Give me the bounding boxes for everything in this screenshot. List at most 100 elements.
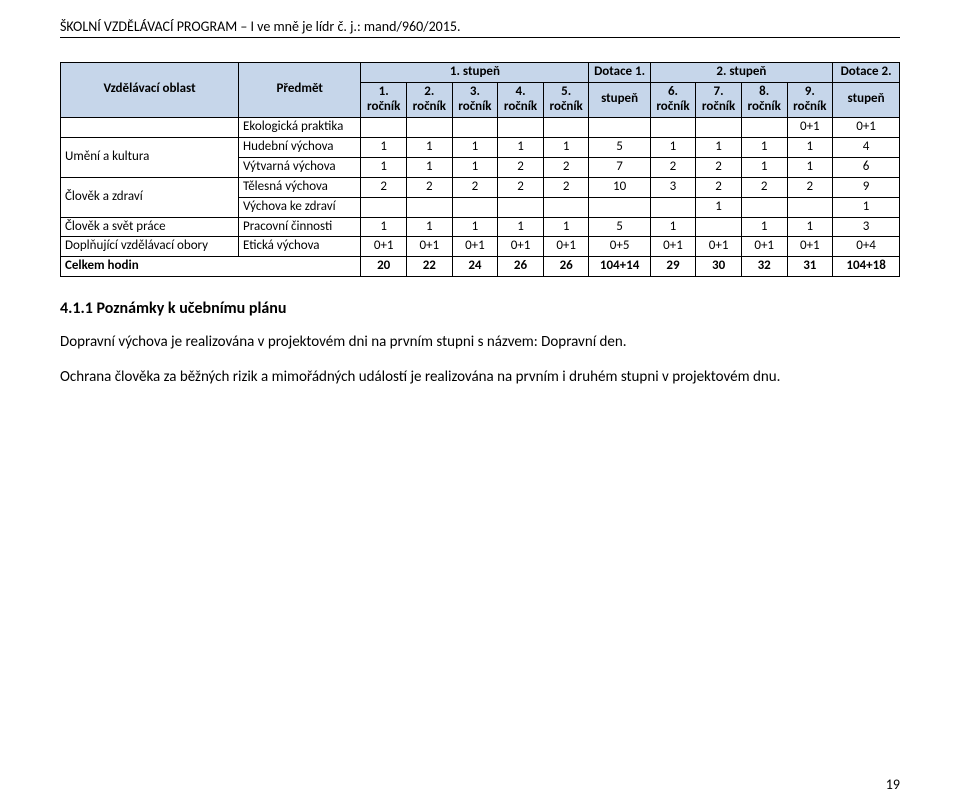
- cell-value: 1: [452, 157, 498, 177]
- cell-value: 5: [589, 217, 650, 237]
- th-r3: 3.ročník: [452, 82, 498, 117]
- cell-value: 2: [498, 177, 544, 197]
- cell-value: 0+1: [787, 117, 833, 137]
- cell-oblast: Doplňující vzdělávací obory: [61, 237, 239, 257]
- cell-value: 1: [543, 137, 589, 157]
- table-row: Člověk a zdraví Tělesná výchova 2 2 2 2 …: [61, 177, 900, 197]
- cell-value: 0+1: [407, 237, 453, 257]
- table-row: Doplňující vzdělávací obory Etická výcho…: [61, 237, 900, 257]
- cell-value: 1: [452, 217, 498, 237]
- cell-value: 1: [787, 217, 833, 237]
- cell-value: 26: [498, 257, 544, 277]
- th-r9: 9.ročník: [787, 82, 833, 117]
- cell-value: 0+1: [696, 237, 742, 257]
- th-r2: 2.ročník: [407, 82, 453, 117]
- th-r6: 6.ročník: [650, 82, 696, 117]
- cell-value: 22: [407, 257, 453, 277]
- cell-value: 1: [650, 137, 696, 157]
- cell-value: 0+1: [452, 237, 498, 257]
- cell-oblast: Umění a kultura: [61, 137, 239, 177]
- cell-value: 30: [696, 257, 742, 277]
- th-dot2b: stupeň: [833, 82, 900, 117]
- th-predmet: Předmět: [239, 63, 361, 118]
- cell-value: 1: [452, 137, 498, 157]
- cell-value: 1: [498, 137, 544, 157]
- cell-predmet: Hudební výchova: [239, 137, 361, 157]
- cell-predmet: Výchova ke zdraví: [239, 197, 361, 217]
- cell-value: 1: [361, 217, 407, 237]
- table-row: Člověk a svět práce Pracovní činnosti 1 …: [61, 217, 900, 237]
- cell-value: 1: [741, 217, 787, 237]
- cell-predmet: Tělesná výchova: [239, 177, 361, 197]
- cell-value: 1: [407, 217, 453, 237]
- cell-value: 2: [696, 157, 742, 177]
- cell-oblast: Člověk a svět práce: [61, 217, 239, 237]
- cell-oblast: Člověk a zdraví: [61, 177, 239, 217]
- cell-value: 1: [407, 157, 453, 177]
- th-dot1b: stupeň: [589, 82, 650, 117]
- th-oblast: Vzdělávací oblast: [61, 63, 239, 118]
- cell-value: 1: [543, 217, 589, 237]
- cell-value: 0+1: [833, 117, 900, 137]
- cell-value: 0+1: [787, 237, 833, 257]
- cell-value: 1: [787, 137, 833, 157]
- th-r1: 1.ročník: [361, 82, 407, 117]
- table-row: Ekologická praktika 0+1 0+1: [61, 117, 900, 137]
- cell-value: 2: [696, 177, 742, 197]
- cell-value: 1: [741, 137, 787, 157]
- cell-value: 7: [589, 157, 650, 177]
- cell-value: 0+5: [589, 237, 650, 257]
- cell-value: 1: [498, 217, 544, 237]
- cell-value: 2: [650, 157, 696, 177]
- cell-value: 1: [741, 157, 787, 177]
- cell-value: 9: [833, 177, 900, 197]
- cell-value: 104+14: [589, 257, 650, 277]
- cell-value: 1: [361, 137, 407, 157]
- paragraph: Ochrana člověka za běžných rizik a mimoř…: [60, 367, 900, 387]
- cell-value: 2: [543, 157, 589, 177]
- th-stupen1: 1. stupeň: [361, 63, 589, 83]
- cell-predmet: Etická výchova: [239, 237, 361, 257]
- cell-value: 2: [407, 177, 453, 197]
- cell-value: 2: [452, 177, 498, 197]
- table-row: Umění a kultura Hudební výchova 1 1 1 1 …: [61, 137, 900, 157]
- cell-value: 2: [543, 177, 589, 197]
- cell-value: 24: [452, 257, 498, 277]
- cell-value: 32: [741, 257, 787, 277]
- cell-value: 0+1: [498, 237, 544, 257]
- cell-predmet: Ekologická praktika: [239, 117, 361, 137]
- cell-value: 3: [833, 217, 900, 237]
- cell-value: 0+4: [833, 237, 900, 257]
- cell-value: 0+1: [741, 237, 787, 257]
- table-row-total: Celkem hodin 20 22 24 26 26 104+14 29 30…: [61, 257, 900, 277]
- cell-value: 1: [650, 217, 696, 237]
- cell-value: 29: [650, 257, 696, 277]
- th-dot2a: Dotace 2.: [833, 63, 900, 83]
- cell-value: 1: [361, 157, 407, 177]
- cell-value: 10: [589, 177, 650, 197]
- cell-value: 6: [833, 157, 900, 177]
- cell-value: 5: [589, 137, 650, 157]
- th-dot1a: Dotace 1.: [589, 63, 650, 83]
- cell-value: 2: [361, 177, 407, 197]
- th-r7: 7.ročník: [696, 82, 742, 117]
- cell-value: 20: [361, 257, 407, 277]
- cell-value: 1: [833, 197, 900, 217]
- cell-value: 4: [833, 137, 900, 157]
- cell-value: 1: [407, 137, 453, 157]
- cell-value: 0+1: [543, 237, 589, 257]
- paragraph: Dopravní výchova je realizována v projek…: [60, 332, 900, 352]
- cell-value: 1: [696, 137, 742, 157]
- cell-value: 2: [498, 157, 544, 177]
- cell-value: 1: [696, 197, 742, 217]
- cell-value: 1: [787, 157, 833, 177]
- th-r8: 8.ročník: [741, 82, 787, 117]
- th-stupen2: 2. stupeň: [650, 63, 832, 83]
- cell-value: [696, 217, 742, 237]
- cell-value: 0+1: [650, 237, 696, 257]
- cell-value: 0+1: [361, 237, 407, 257]
- section-heading: 4.1.1 Poznámky k učebnímu plánu: [60, 299, 900, 318]
- cell-value: 2: [787, 177, 833, 197]
- th-r4: 4.ročník: [498, 82, 544, 117]
- cell-value: 31: [787, 257, 833, 277]
